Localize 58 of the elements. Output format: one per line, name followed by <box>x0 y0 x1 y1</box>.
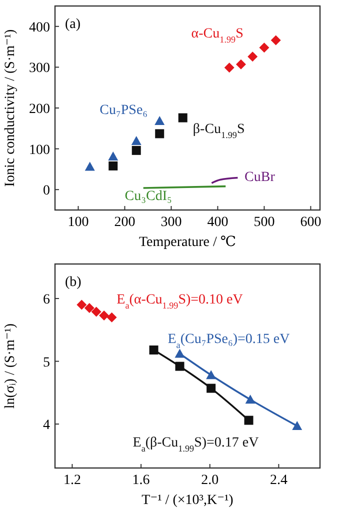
point <box>245 394 256 404</box>
text: (a) <box>65 17 81 32</box>
series-label: Cu₃CdI₅ <box>124 188 172 204</box>
point <box>99 310 110 320</box>
x-axis-title: T⁻¹ / (×10³,K⁻¹) <box>142 493 234 508</box>
point <box>236 59 246 70</box>
x-tick-label: 400 <box>207 215 228 230</box>
point <box>224 62 234 73</box>
y-tick-label: 0 <box>43 184 50 199</box>
point <box>178 113 188 122</box>
y-tick-label: 100 <box>29 142 50 158</box>
y-axis-title: Ionic conductivity / (S·m⁻¹) <box>3 28 18 187</box>
series-label: β-Cu$_{1.99}$S <box>192 122 245 140</box>
point <box>244 416 254 425</box>
x-tick-label: 500 <box>254 215 275 230</box>
y-axis-title: ln(σᵢ) / (S·m⁻¹) <box>3 323 18 409</box>
x-tick-label: 2.4 <box>270 473 288 488</box>
point <box>149 345 158 354</box>
y-tick-label: 200 <box>29 102 50 117</box>
series-label: E$_{a}$(Cu₇PSe₆)=0.15 eV <box>168 332 290 350</box>
point <box>270 35 281 46</box>
y-tick-label: 400 <box>29 20 50 36</box>
point <box>206 384 216 393</box>
point <box>132 146 141 155</box>
series-label: E$_{a}$(α-Cu$_{1.99}$S)=0.10 eV <box>116 292 243 310</box>
point <box>206 370 216 380</box>
point <box>154 116 165 126</box>
series-label: α-Cu$_{1.99}$S <box>191 26 244 45</box>
point <box>91 306 102 317</box>
point <box>155 129 164 138</box>
series-label: Cu₇PSe₆ <box>100 103 148 118</box>
x-tick-label: 1.6 <box>132 473 150 488</box>
point <box>248 52 258 62</box>
x-axis-title: Temperature / ℃ <box>138 235 236 250</box>
y-tick-label: 5 <box>43 355 50 370</box>
x-tick-label: 100 <box>68 215 89 230</box>
point <box>175 362 184 371</box>
point <box>108 152 118 161</box>
point <box>108 161 118 170</box>
x-tick-label: 1.2 <box>63 473 81 488</box>
point <box>84 302 94 313</box>
point <box>84 162 95 171</box>
point <box>259 42 270 53</box>
point <box>174 348 185 358</box>
point <box>76 300 87 310</box>
point <box>131 136 142 146</box>
x-tick-label: 200 <box>114 215 136 230</box>
point <box>292 420 302 430</box>
y-tick-label: 6 <box>43 292 50 308</box>
x-tick-label: 2.0 <box>201 473 219 488</box>
x-tick-label: 600 <box>300 215 322 230</box>
y-tick-label: 4 <box>43 418 50 434</box>
y-tick-label: 300 <box>29 61 50 76</box>
x-tick-label: 300 <box>160 215 182 230</box>
text: (b) <box>65 275 82 290</box>
series-label: E$_{a}$(β-Cu$_{1.99}$S)=0.17 eV <box>132 435 259 454</box>
series-label: CuBr <box>244 170 276 185</box>
point <box>106 312 117 322</box>
